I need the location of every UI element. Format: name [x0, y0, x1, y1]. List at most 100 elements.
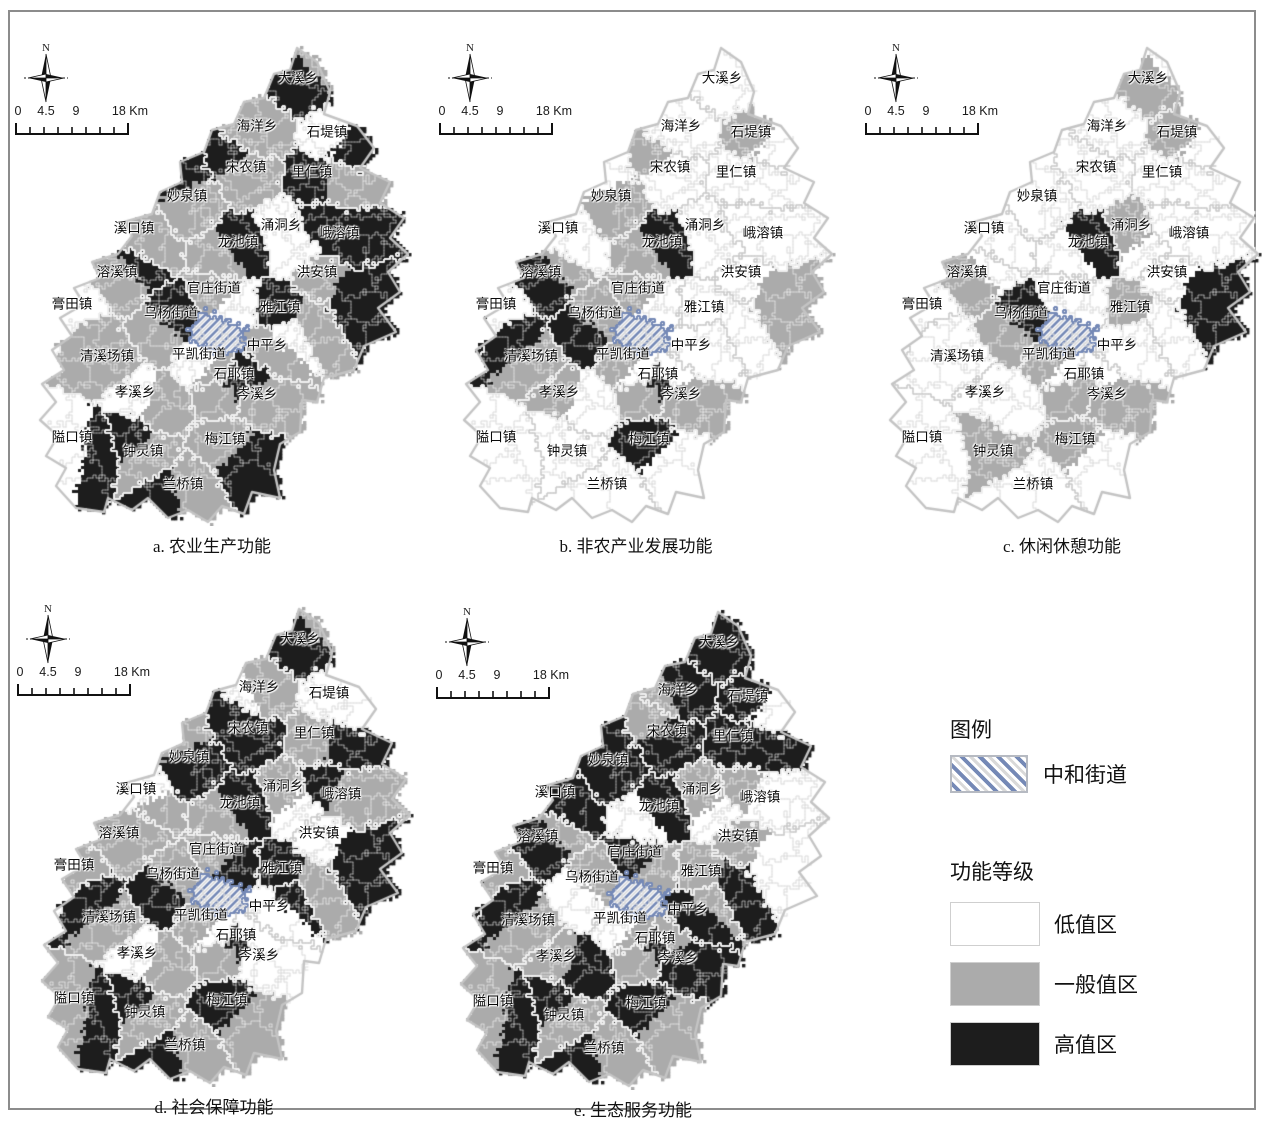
- town-label: 梅江镇: [204, 431, 246, 447]
- north-letter: N: [466, 42, 474, 54]
- town-label: 清溪场镇: [80, 348, 134, 364]
- scale-tick-label: 0: [16, 665, 24, 679]
- town-label: 岑溪乡: [660, 386, 702, 402]
- town-label: 大溪乡: [698, 634, 740, 650]
- scale-tick-label: 9: [493, 668, 501, 682]
- town-label: 妙泉镇: [587, 752, 629, 768]
- town-label: 里仁镇: [715, 164, 757, 180]
- town-labels: 大溪乡 海洋乡 石堤镇 宋农镇 里仁镇 妙泉镇 涌洞乡 峨溶镇 溪口镇 龙池镇 洪安镇 溶溪镇 官庄街道…: [436, 40, 838, 540]
- town-label: 钟灵镇: [124, 1004, 166, 1020]
- scale-tick-label: 4.5: [458, 668, 476, 682]
- town-labels: 大溪乡 海洋乡 石堤镇 宋农镇 里仁镇 妙泉镇 涌洞乡 峨溶镇 溪口镇 龙池镇 洪安镇 溶溪镇 官庄街道…: [14, 601, 416, 1101]
- town-label: 海洋乡: [657, 682, 699, 698]
- town-label: 孝溪乡: [964, 384, 1006, 400]
- compass-rose-icon: [26, 614, 70, 664]
- legend: 图例 中和街道 功能等级 低值区 一般值区 高值区: [950, 714, 1190, 1066]
- town-label: 梅江镇: [1054, 431, 1096, 447]
- town-label: 雅江镇: [1109, 299, 1151, 315]
- town-label: 平凯街道: [593, 910, 647, 926]
- scale-end-label: 18 Km: [532, 668, 570, 682]
- town-label: 隘口镇: [51, 429, 93, 445]
- town-label: 钟灵镇: [543, 1007, 585, 1023]
- scale-tick-label: 0: [435, 668, 443, 682]
- town-label: 乌杨街道: [568, 305, 622, 321]
- mid-value-swatch: [950, 962, 1040, 1006]
- town-label: 孝溪乡: [114, 384, 156, 400]
- town-label: 里仁镇: [293, 725, 335, 741]
- town-label: 兰桥镇: [586, 476, 628, 492]
- town-label: 石堤镇: [1156, 124, 1198, 140]
- town-label: 孝溪乡: [538, 384, 580, 400]
- compass-rose-icon: [24, 53, 68, 103]
- town-label: 石堤镇: [730, 124, 772, 140]
- choropleth-map-d: [14, 601, 414, 1087]
- town-label: 里仁镇: [291, 164, 333, 180]
- scale-tick-label: 0: [14, 104, 22, 118]
- town-labels: 大溪乡 海洋乡 石堤镇 宋农镇 里仁镇 妙泉镇 涌洞乡 峨溶镇 溪口镇 龙池镇 洪安镇 溶溪镇 官庄街道…: [433, 604, 835, 1104]
- town-label: 涌洞乡: [681, 781, 723, 797]
- town-label: 雅江镇: [261, 860, 303, 876]
- town-label: 兰桥镇: [164, 1037, 206, 1053]
- town-labels: 大溪乡 海洋乡 石堤镇 宋农镇 里仁镇 妙泉镇 涌洞乡 峨溶镇 溪口镇 龙池镇 洪安镇 溶溪镇 官庄街道…: [12, 40, 414, 540]
- town-label: 石耶镇: [215, 927, 257, 943]
- town-label: 涌洞乡: [1110, 217, 1152, 233]
- town-label: 中平乡: [670, 337, 712, 353]
- town-label: 石耶镇: [634, 930, 676, 946]
- town-label: 平凯街道: [1022, 346, 1076, 362]
- town-label: 石堤镇: [308, 685, 350, 701]
- town-label: 平凯街道: [174, 907, 228, 923]
- town-label: 清溪场镇: [82, 909, 136, 925]
- town-label: 峨溶镇: [318, 225, 360, 241]
- town-label: 龙池镇: [1067, 234, 1109, 250]
- town-label: 兰桥镇: [583, 1040, 625, 1056]
- town-label: 膏田镇: [475, 296, 517, 312]
- scale-bar-ticks: [15, 123, 129, 135]
- compass-rose-icon: [445, 617, 489, 667]
- map-caption: c. 休闲休憩功能: [1002, 537, 1122, 556]
- scale-bar: 0 4.5 9 18 Km: [16, 665, 166, 705]
- town-label: 清溪场镇: [930, 348, 984, 364]
- town-label: 石耶镇: [213, 366, 255, 382]
- high-value-swatch: [950, 1022, 1040, 1066]
- town-label: 溪口镇: [963, 220, 1005, 236]
- map-panel-c: 大溪乡 海洋乡 石堤镇 宋农镇 里仁镇 妙泉镇 涌洞乡 峨溶镇 溪口镇 龙池镇 洪安镇 溶溪镇 官庄街道…: [862, 40, 1264, 585]
- town-label: 洪安镇: [298, 825, 340, 841]
- town-label: 洪安镇: [717, 828, 759, 844]
- scale-tick-label: 0: [438, 104, 446, 118]
- town-label: 溶溪镇: [520, 264, 562, 280]
- town-label: 清溪场镇: [504, 348, 558, 364]
- town-label: 梅江镇: [625, 995, 667, 1011]
- town-label: 峨溶镇: [1168, 225, 1210, 241]
- town-label: 平凯街道: [596, 346, 650, 362]
- town-label: 清溪场镇: [501, 912, 555, 928]
- town-label: 膏田镇: [53, 857, 95, 873]
- town-label: 海洋乡: [660, 118, 702, 134]
- north-arrow: N: [874, 42, 918, 106]
- town-label: 孝溪乡: [116, 945, 158, 961]
- map-panel-a: 大溪乡 海洋乡 石堤镇 宋农镇 里仁镇 妙泉镇 涌洞乡 峨溶镇 溪口镇 龙池镇 洪安镇 溶溪镇 官庄街道…: [12, 40, 414, 585]
- town-label: 梅江镇: [628, 431, 670, 447]
- town-label: 岑溪乡: [657, 950, 699, 966]
- town-label: 洪安镇: [296, 264, 338, 280]
- town-label: 中平乡: [246, 337, 288, 353]
- town-label: 涌洞乡: [260, 217, 302, 233]
- town-label: 洪安镇: [1146, 264, 1188, 280]
- town-label: 龙池镇: [638, 798, 680, 814]
- north-arrow: N: [26, 603, 70, 667]
- town-label: 涌洞乡: [262, 778, 304, 794]
- north-letter: N: [463, 606, 471, 618]
- choropleth-map-b: [436, 40, 836, 526]
- map-panel-b: 大溪乡 海洋乡 石堤镇 宋农镇 里仁镇 妙泉镇 涌洞乡 峨溶镇 溪口镇 龙池镇 洪安镇 溶溪镇 官庄街道…: [436, 40, 838, 585]
- town-label: 溪口镇: [534, 784, 576, 800]
- scale-bar-ticks: [439, 123, 553, 135]
- town-label: 石堤镇: [306, 124, 348, 140]
- town-label: 官庄街道: [187, 280, 241, 296]
- town-label: 海洋乡: [1086, 118, 1128, 134]
- north-letter: N: [44, 603, 52, 615]
- town-label: 中平乡: [248, 898, 290, 914]
- choropleth-map-e: [433, 604, 833, 1090]
- choropleth-map-c: [862, 40, 1262, 526]
- town-label: 妙泉镇: [1016, 188, 1058, 204]
- scale-bar-ticks: [865, 123, 979, 135]
- town-label: 隘口镇: [472, 993, 514, 1009]
